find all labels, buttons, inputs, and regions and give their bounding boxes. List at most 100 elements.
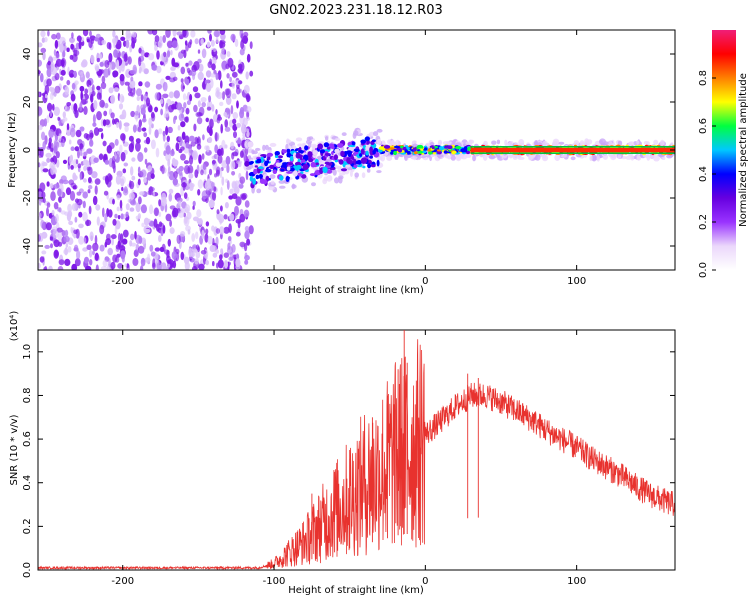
signal-core [412,147,417,152]
noise-blob [240,194,247,201]
signal-core [275,162,282,167]
noise-blob [54,85,61,94]
signal-core [360,148,365,155]
noise-blob [71,203,77,212]
noise-blob [50,243,53,249]
noise-blob [53,202,59,210]
noise-blob [60,210,66,215]
noise-blob [130,110,136,118]
noise-blob [74,244,79,251]
noise-blob [73,70,77,78]
noise-blob [185,107,190,115]
noise-blob [52,103,55,111]
noise-blob [165,152,172,162]
noise-blob [148,186,154,196]
noise-blob [188,173,194,179]
signal-core [310,161,316,168]
noise-blob [52,229,59,239]
spectrogram-ylabel: Frequency (Hz) [7,112,18,188]
noise-blob [83,159,88,166]
noise-blob [236,122,242,128]
noise-blob [205,117,210,123]
noise-blob [173,115,178,121]
noise-blob [165,213,172,222]
noise-blob [212,252,218,258]
signal-halo [653,155,660,162]
x-tick-label: 100 [567,576,586,587]
noise-blob [181,182,187,188]
noise-blob [224,126,231,132]
noise-blob [224,144,228,149]
noise-blob [228,195,234,200]
noise-blob [108,142,115,150]
noise-blob [229,213,235,222]
noise-blob [125,203,130,211]
noise-blob [125,39,130,49]
signal-core [304,145,309,151]
noise-blob [244,225,250,232]
noise-blob [77,163,82,169]
signal-halo [661,156,666,160]
signal-core [348,146,355,152]
noise-blob [219,226,225,235]
noise-blob [83,165,87,172]
noise-blob [162,224,166,234]
noise-blob [226,180,230,190]
noise-blob [244,230,250,240]
signal-core [280,168,285,172]
noise-blob [116,194,121,200]
noise-blob [206,106,212,111]
x-tick-label: -100 [263,276,286,287]
signal-halo [251,149,255,155]
signal-core [393,150,397,156]
signal-core [294,161,302,166]
signal-core [254,165,258,168]
noise-blob [221,139,226,150]
noise-blob [66,123,70,131]
noise-blob [91,84,95,93]
y-tick-label: 1.0 [22,344,33,360]
signal-halo [412,143,418,148]
noise-blob [158,199,162,207]
noise-blob [206,41,211,48]
signal-core [272,169,277,174]
noise-blob [231,181,238,191]
noise-blob [167,263,171,268]
signal-core [289,155,294,162]
noise-blob [182,30,187,38]
noise-blob [136,88,142,97]
noise-blob [83,106,88,115]
noise-blob [189,39,193,45]
noise-blob [130,200,137,206]
noise-blob [105,175,109,185]
noise-blob [169,227,175,235]
noise-blob [170,149,175,157]
noise-blob [158,221,163,227]
noise-blob [243,31,249,38]
noise-blob [73,232,77,239]
signal-core [451,150,457,154]
noise-blob [146,171,152,181]
noise-blob [132,258,139,266]
signal-halo [246,130,250,138]
noise-blob [51,209,55,216]
noise-blob [223,252,229,258]
noise-blob [220,248,223,254]
noise-blob [175,142,180,152]
signal-halo [332,169,337,176]
signal-halo [628,141,632,146]
signal-core [255,174,260,180]
noise-blob [46,207,49,217]
noise-blob [141,127,147,132]
noise-blob [144,228,151,233]
noise-blob [38,162,41,168]
noise-blob [57,241,63,247]
noise-blob [172,76,178,82]
noise-blob [195,244,200,251]
noise-blob [123,186,128,194]
signal-core [317,143,324,150]
noise-blob [94,37,99,42]
noise-blob [154,129,159,139]
noise-blob [204,79,208,85]
